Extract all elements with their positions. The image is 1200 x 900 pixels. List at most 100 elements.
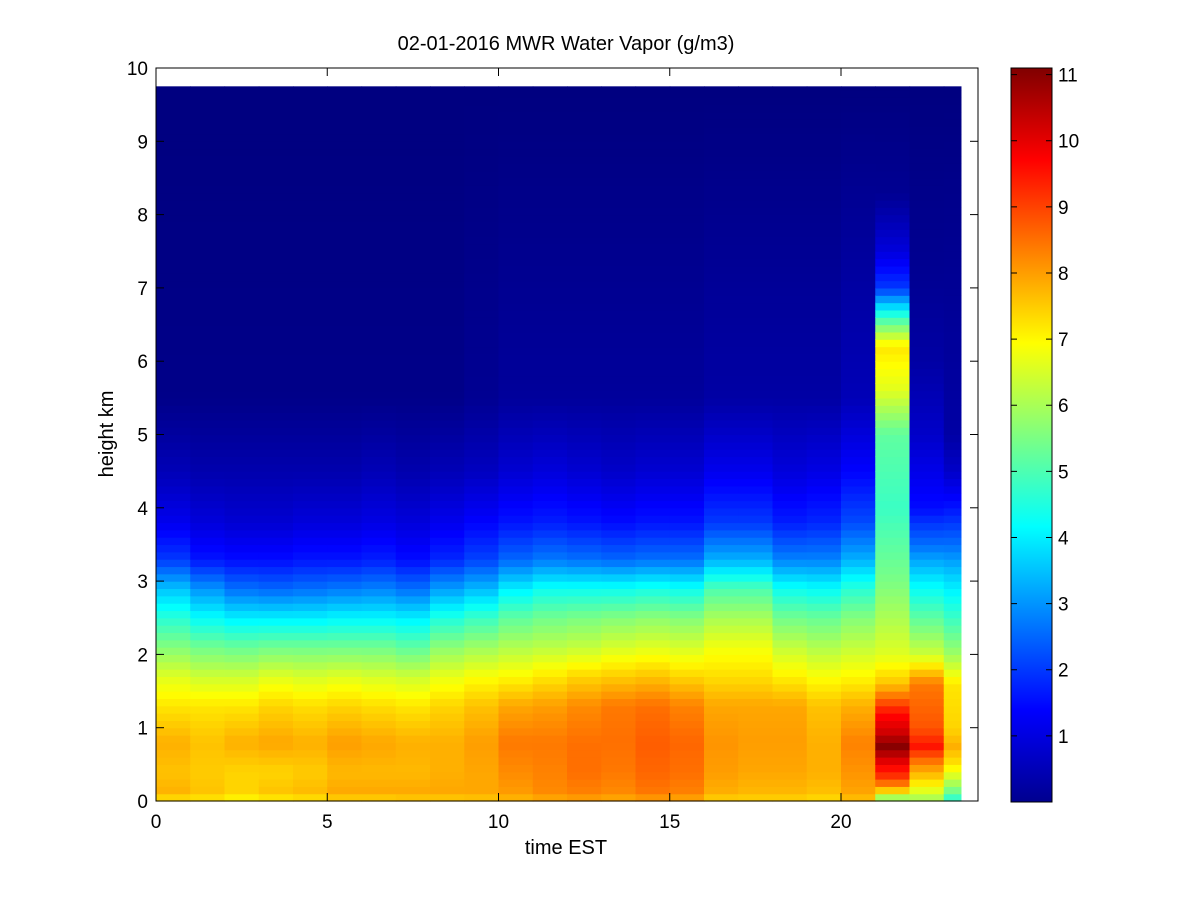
heatmap-cell: [704, 214, 739, 223]
heatmap-cell: [532, 449, 568, 458]
heatmap-cell: [430, 639, 465, 648]
heatmap-cell: [361, 368, 397, 377]
heatmap-cell: [293, 779, 328, 787]
heatmap-cell: [361, 779, 397, 787]
heatmap-cell: [567, 192, 602, 201]
heatmap-cell: [806, 346, 842, 355]
heatmap-cell: [875, 170, 911, 179]
heatmap-cell: [532, 185, 568, 194]
heatmap-cell: [601, 691, 637, 699]
heatmap-cell: [943, 764, 962, 773]
heatmap-cell: [669, 163, 705, 172]
heatmap-cell: [772, 141, 808, 150]
heatmap-cell: [156, 236, 191, 245]
heatmap-cell: [567, 273, 602, 282]
heatmap-cell: [875, 654, 911, 663]
heatmap-cell: [943, 185, 962, 194]
heatmap-cell: [806, 207, 842, 216]
heatmap-cell: [190, 757, 226, 765]
heatmap-cell: [875, 86, 911, 91]
heatmap-cell: [224, 566, 260, 575]
heatmap-cell: [361, 214, 397, 223]
heatmap-cell: [875, 265, 911, 274]
heatmap-cell: [327, 786, 363, 795]
heatmap-cell: [841, 625, 876, 634]
heatmap-cell: [635, 720, 671, 729]
heatmap-cell: [806, 163, 842, 172]
heatmap-cell: [327, 258, 363, 267]
heatmap-cell: [772, 713, 808, 721]
heatmap-cell: [156, 449, 191, 458]
heatmap-cell: [464, 97, 500, 106]
heatmap-cell: [567, 669, 602, 677]
heatmap-cell: [395, 522, 431, 531]
heatmap-cell: [190, 317, 226, 326]
heatmap-cell: [464, 148, 500, 157]
heatmap-cell: [635, 683, 671, 692]
heatmap-cell: [601, 302, 637, 311]
heatmap-cell: [704, 229, 739, 238]
heatmap-cell: [772, 214, 808, 223]
heatmap-cell: [224, 353, 260, 362]
heatmap-cell: [669, 522, 705, 531]
heatmap-cell: [430, 522, 465, 531]
heatmap-cell: [635, 779, 671, 787]
heatmap-cell: [909, 236, 945, 245]
heatmap-cell: [601, 764, 637, 773]
heatmap-cell: [875, 412, 911, 421]
heatmap-cell: [395, 735, 431, 743]
heatmap-cell: [635, 287, 671, 296]
heatmap-cell: [567, 515, 602, 524]
heatmap-cell: [601, 295, 637, 304]
heatmap-cell: [464, 537, 500, 546]
heatmap-cell: [806, 133, 842, 142]
heatmap-cell: [567, 720, 602, 729]
heatmap-cell: [567, 111, 602, 120]
heatmap-cell: [943, 529, 962, 538]
heatmap-cell: [464, 529, 500, 538]
heatmap-cell: [601, 595, 637, 604]
heatmap-cell: [293, 588, 328, 597]
heatmap-cell: [190, 236, 226, 245]
heatmap-cell: [156, 683, 191, 692]
heatmap-cell: [498, 412, 534, 421]
heatmap-cell: [430, 375, 465, 384]
heatmap-cell: [567, 412, 602, 421]
heatmap-cell: [806, 647, 842, 655]
heatmap-cell: [361, 610, 397, 619]
heatmap-cell: [806, 441, 842, 450]
heatmap-cell: [532, 324, 568, 333]
heatmap-cell: [395, 163, 431, 172]
heatmap-cell: [190, 309, 226, 318]
heatmap-cell: [704, 515, 739, 524]
heatmap-cell: [532, 588, 568, 597]
heatmap-cell: [498, 163, 534, 172]
heatmap-cell: [430, 324, 465, 333]
heatmap-cell: [532, 603, 568, 612]
heatmap-cell: [635, 170, 671, 179]
heatmap-cell: [327, 522, 363, 531]
heatmap-cell: [772, 383, 808, 392]
heatmap-cell: [875, 185, 911, 194]
heatmap-cell: [909, 141, 945, 150]
heatmap-cell: [806, 199, 842, 208]
heatmap-cell: [395, 207, 431, 216]
heatmap-cell: [293, 412, 328, 421]
heatmap-cell: [669, 559, 705, 568]
heatmap-cell: [738, 485, 774, 494]
heatmap-cell: [190, 177, 226, 186]
heatmap-cell: [738, 192, 774, 201]
heatmap-cell: [327, 155, 363, 164]
heatmap-cell: [909, 683, 945, 692]
heatmap-cell: [430, 441, 465, 450]
heatmap-cell: [293, 295, 328, 304]
heatmap-cell: [190, 771, 226, 780]
heatmap-cell: [567, 500, 602, 509]
heatmap-cell: [669, 97, 705, 106]
heatmap-cell: [224, 427, 260, 436]
heatmap-cell: [532, 97, 568, 106]
heatmap-cell: [806, 515, 842, 524]
heatmap-cell: [635, 786, 671, 795]
colorbar-tick-label: 1: [1058, 727, 1069, 748]
heatmap-cell: [704, 419, 739, 428]
